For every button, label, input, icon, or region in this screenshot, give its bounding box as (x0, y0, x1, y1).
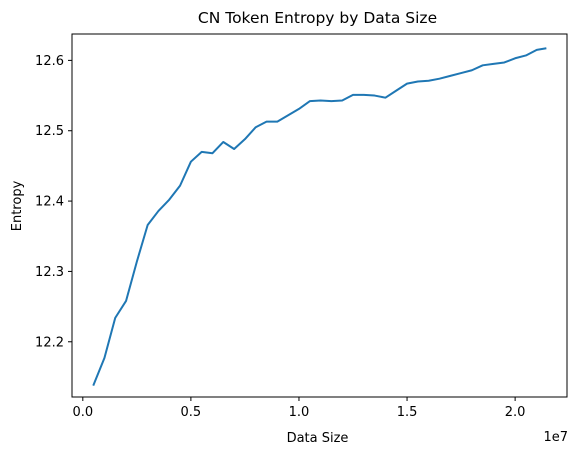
x-axis-title: Data Size (287, 431, 349, 446)
plot-frame (71, 33, 568, 398)
y-tick-label: 12.2 (35, 335, 64, 350)
x-tick-label: 2.0 (505, 405, 526, 420)
series-line (92, 47, 547, 386)
y-tick-label: 12.3 (35, 265, 64, 280)
chart-title: CN Token Entropy by Data Size (198, 9, 437, 27)
x-tick-label: 0.0 (72, 405, 93, 420)
x-tick-label: 1.0 (289, 405, 310, 420)
y-tick-label: 12.6 (35, 54, 64, 69)
y-tick-label: 12.5 (35, 124, 64, 139)
y-tick-label: 12.4 (35, 195, 64, 210)
x-tick-label: 0.5 (181, 405, 202, 420)
y-axis-title: Entropy (10, 180, 25, 231)
x-axis-offset-text: 1e7 (543, 430, 568, 445)
x-tick-label: 1.5 (397, 405, 418, 420)
